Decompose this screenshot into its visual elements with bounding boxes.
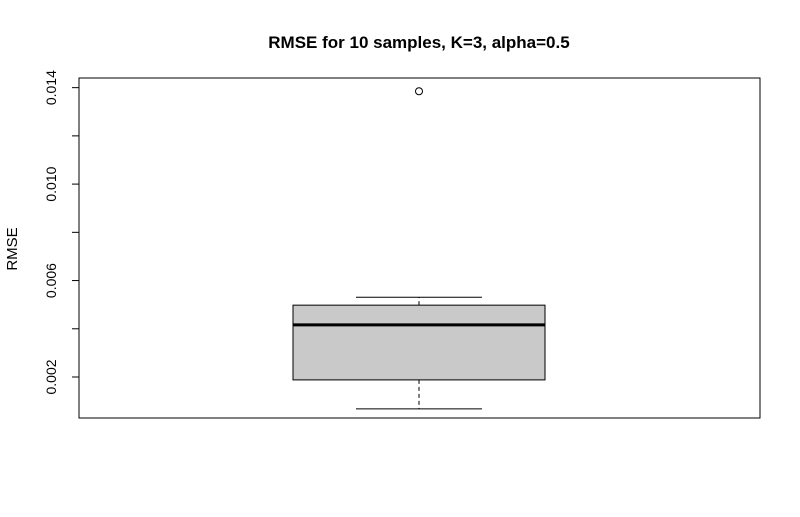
box-group bbox=[292, 87, 546, 410]
outlier-point bbox=[415, 87, 423, 96]
chart-title: RMSE for 10 samples, K=3, alpha=0.5 bbox=[268, 33, 569, 52]
y-axis: 0.002 0.006 0.010 0.014 bbox=[43, 70, 80, 395]
y-tick-label: 0.014 bbox=[43, 70, 59, 105]
y-tick-label: 0.010 bbox=[43, 166, 59, 201]
y-tick-label: 0.006 bbox=[43, 263, 59, 298]
y-tick-label: 0.002 bbox=[43, 359, 59, 394]
interquartile-box bbox=[292, 304, 546, 381]
y-axis-label: RMSE bbox=[4, 227, 21, 270]
